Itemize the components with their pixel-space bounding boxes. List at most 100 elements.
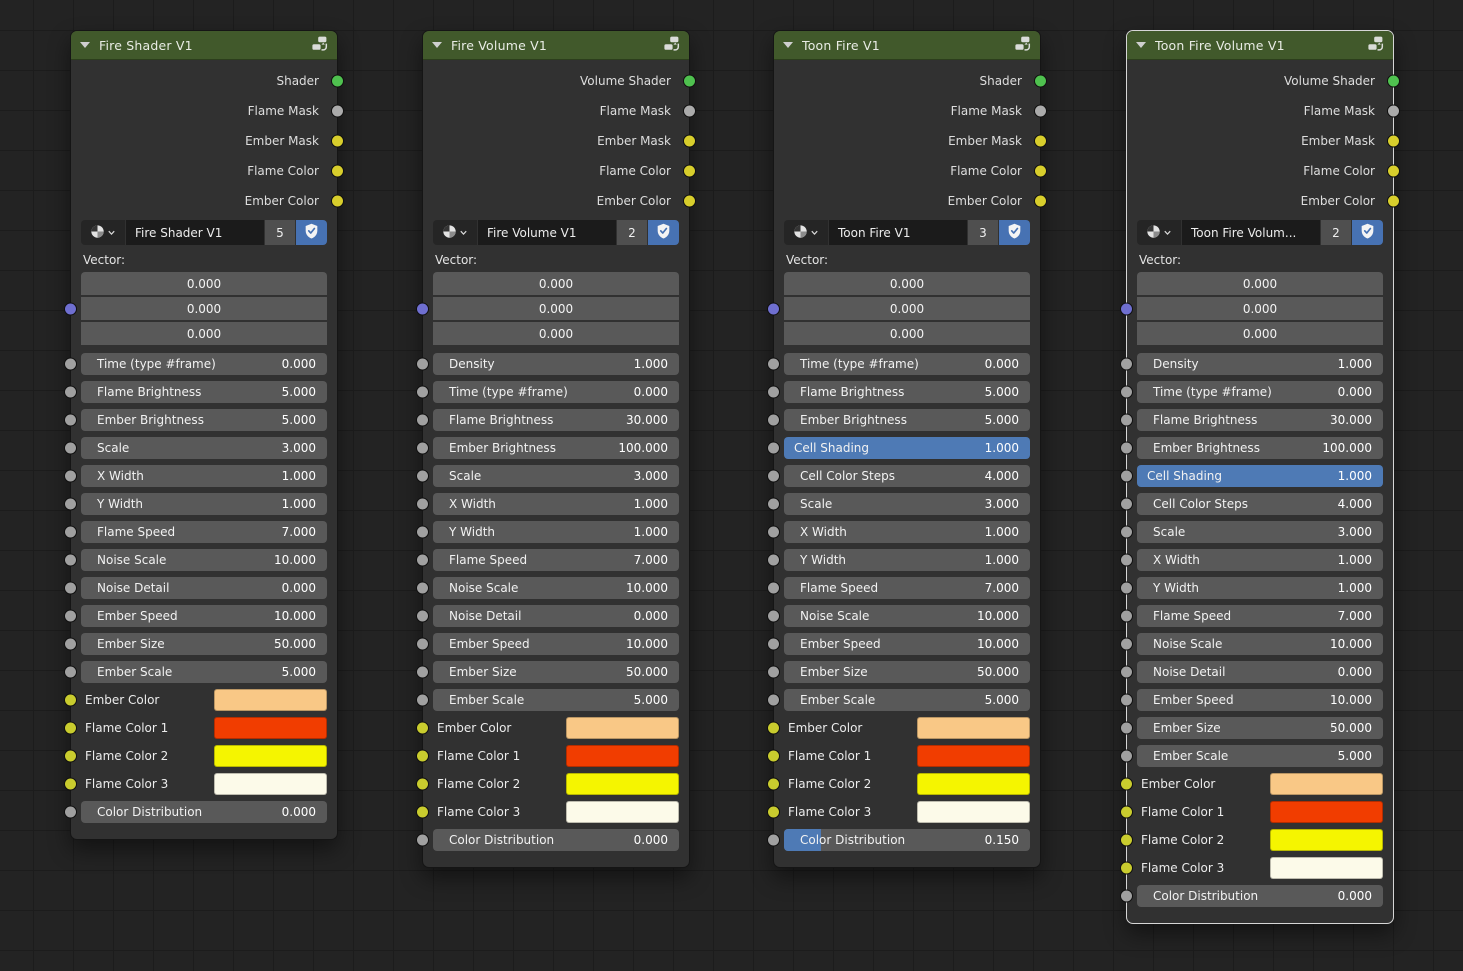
output-socket-flame-mask[interactable]	[683, 104, 696, 118]
output-socket-ember-mask[interactable]	[331, 134, 344, 148]
input-socket-y-width[interactable]	[767, 553, 780, 567]
group-users-count-button[interactable]: 2	[617, 220, 647, 245]
param-slider-cell-color-steps[interactable]: Cell Color Steps 4.000	[1120, 493, 1383, 515]
group-name-field[interactable]: Toon Fire Volum...	[1182, 220, 1320, 245]
param-slider-ember-size[interactable]: Ember Size 50.000	[416, 661, 679, 683]
vector-field-1[interactable]: 0.000	[433, 297, 679, 320]
group-browse-button[interactable]	[433, 220, 477, 245]
group-name-field[interactable]: Toon Fire V1	[829, 220, 967, 245]
param-slider-ember-brightness[interactable]: Ember Brightness 5.000	[64, 409, 327, 431]
vector-field-2[interactable]: 0.000	[1137, 322, 1383, 345]
vector-field-2[interactable]: 0.000	[433, 322, 679, 345]
input-socket-flame-speed[interactable]	[64, 525, 77, 539]
output-socket-volume-shader[interactable]	[683, 74, 696, 88]
input-socket-flame-speed[interactable]	[767, 581, 780, 595]
input-socket-noise-scale[interactable]	[1120, 637, 1133, 651]
input-socket-noise-scale[interactable]	[64, 553, 77, 567]
group-browse-button[interactable]	[81, 220, 125, 245]
color-swatch-flame-color-2[interactable]	[917, 773, 1030, 795]
input-socket-x-width[interactable]	[64, 469, 77, 483]
vector-field-2[interactable]: 0.000	[81, 322, 327, 345]
color-swatch-ember-color[interactable]	[214, 689, 327, 711]
input-socket-ember-speed[interactable]	[767, 637, 780, 651]
color-input-socket-flame-color-2[interactable]	[64, 749, 77, 763]
vector-field-0[interactable]: 0.000	[433, 272, 679, 295]
node-header[interactable]: Fire Shader V1	[71, 31, 337, 60]
color-input-socket-ember-color[interactable]	[64, 693, 77, 707]
output-socket-flame-mask[interactable]	[1387, 104, 1400, 118]
group-name-field[interactable]: Fire Volume V1	[478, 220, 616, 245]
param-slider-time-type-frame[interactable]: Time (type #frame) 0.000	[64, 353, 327, 375]
param-slider-ember-speed[interactable]: Ember Speed 10.000	[64, 605, 327, 627]
input-socket-ember-size[interactable]	[1120, 721, 1133, 735]
param-slider-flame-speed[interactable]: Flame Speed 7.000	[1120, 605, 1383, 627]
param-slider-noise-detail[interactable]: Noise Detail 0.000	[416, 605, 679, 627]
color-input-socket-flame-color-1[interactable]	[416, 749, 429, 763]
input-socket-noise-scale[interactable]	[416, 581, 429, 595]
color-swatch-ember-color[interactable]	[917, 717, 1030, 739]
color-swatch-flame-color-2[interactable]	[214, 745, 327, 767]
param-slider-x-width[interactable]: X Width 1.000	[767, 521, 1030, 543]
param-slider-scale[interactable]: Scale 3.000	[1120, 521, 1383, 543]
color-input-socket-flame-color-2[interactable]	[416, 777, 429, 791]
color-swatch-flame-color-3[interactable]	[214, 773, 327, 795]
output-socket-flame-color[interactable]	[331, 164, 344, 178]
output-socket-flame-color[interactable]	[1387, 164, 1400, 178]
param-slider-noise-scale[interactable]: Noise Scale 10.000	[64, 549, 327, 571]
color-swatch-flame-color-1[interactable]	[566, 745, 679, 767]
param-slider-time-type-frame[interactable]: Time (type #frame) 0.000	[767, 353, 1030, 375]
color-swatch-flame-color-1[interactable]	[917, 745, 1030, 767]
param-slider-flame-brightness[interactable]: Flame Brightness 30.000	[416, 409, 679, 431]
input-socket-density[interactable]	[1120, 357, 1133, 371]
vector-input-socket[interactable]	[64, 302, 77, 315]
input-socket-ember-size[interactable]	[64, 637, 77, 651]
param-slider-cell-color-steps[interactable]: Cell Color Steps 4.000	[767, 465, 1030, 487]
input-socket-color-distribution[interactable]	[1120, 889, 1133, 903]
param-slider-noise-scale[interactable]: Noise Scale 10.000	[767, 605, 1030, 627]
color-input-socket-flame-color-1[interactable]	[767, 749, 780, 763]
vector-input-socket[interactable]	[1120, 302, 1133, 315]
input-socket-color-distribution[interactable]	[416, 833, 429, 847]
param-slider-ember-speed[interactable]: Ember Speed 10.000	[767, 633, 1030, 655]
param-slider-ember-speed[interactable]: Ember Speed 10.000	[1120, 689, 1383, 711]
fake-user-shield-button[interactable]	[648, 220, 679, 245]
input-socket-y-width[interactable]	[1120, 581, 1133, 595]
input-socket-ember-brightness[interactable]	[767, 413, 780, 427]
input-socket-ember-speed[interactable]	[416, 637, 429, 651]
param-slider-flame-brightness[interactable]: Flame Brightness 5.000	[767, 381, 1030, 403]
param-slider-flame-brightness[interactable]: Flame Brightness 5.000	[64, 381, 327, 403]
vector-field-0[interactable]: 0.000	[784, 272, 1030, 295]
param-slider-flame-speed[interactable]: Flame Speed 7.000	[767, 577, 1030, 599]
input-socket-x-width[interactable]	[767, 525, 780, 539]
fake-user-shield-button[interactable]	[999, 220, 1030, 245]
output-socket-ember-mask[interactable]	[1034, 134, 1047, 148]
input-socket-noise-scale[interactable]	[767, 609, 780, 623]
param-slider-noise-detail[interactable]: Noise Detail 0.000	[1120, 661, 1383, 683]
input-socket-time-type-frame[interactable]	[1120, 385, 1133, 399]
output-socket-shader[interactable]	[1034, 74, 1047, 88]
input-socket-ember-brightness[interactable]	[1120, 441, 1133, 455]
input-socket-time-type-frame[interactable]	[767, 357, 780, 371]
group-name-field[interactable]: Fire Shader V1	[126, 220, 264, 245]
output-socket-ember-color[interactable]	[1034, 194, 1047, 208]
input-socket-color-distribution[interactable]	[64, 805, 77, 819]
input-socket-flame-speed[interactable]	[416, 553, 429, 567]
input-socket-y-width[interactable]	[64, 497, 77, 511]
color-input-socket-flame-color-2[interactable]	[1120, 833, 1133, 847]
input-socket-cell-color-steps[interactable]	[767, 469, 780, 483]
input-socket-noise-detail[interactable]	[64, 581, 77, 595]
output-socket-ember-color[interactable]	[683, 194, 696, 208]
group-users-count-button[interactable]: 3	[968, 220, 998, 245]
output-socket-flame-mask[interactable]	[1034, 104, 1047, 118]
vector-field-1[interactable]: 0.000	[81, 297, 327, 320]
input-socket-noise-detail[interactable]	[416, 609, 429, 623]
param-slider-scale[interactable]: Scale 3.000	[416, 465, 679, 487]
group-browse-button[interactable]	[1137, 220, 1181, 245]
vector-field-0[interactable]: 0.000	[1137, 272, 1383, 295]
input-socket-cell-shading[interactable]	[1120, 469, 1133, 483]
color-input-socket-flame-color-1[interactable]	[1120, 805, 1133, 819]
collapse-triangle-icon[interactable]	[80, 42, 90, 48]
input-socket-flame-brightness[interactable]	[64, 385, 77, 399]
node-header[interactable]: Fire Volume V1	[423, 31, 689, 60]
